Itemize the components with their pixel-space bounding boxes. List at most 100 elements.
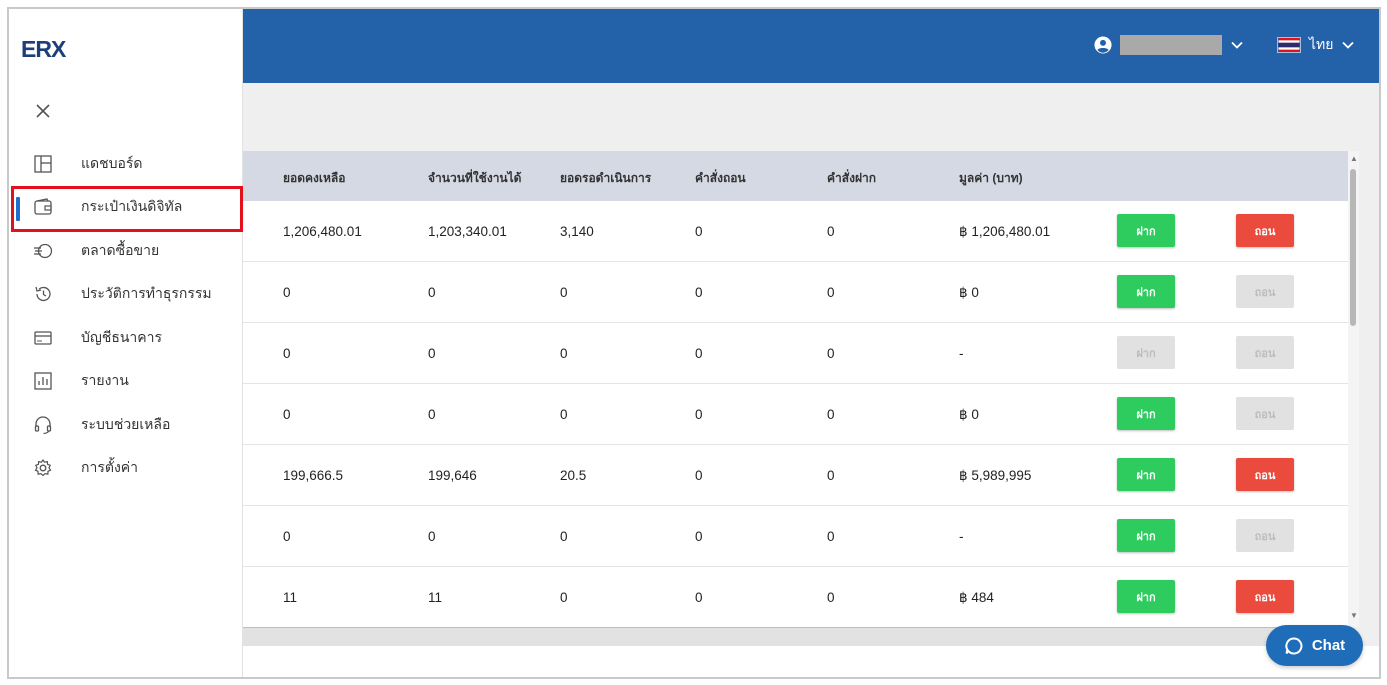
deposit-button[interactable]: ฝาก — [1117, 397, 1175, 430]
withdraw-orders-cell: 0 — [695, 346, 703, 361]
withdraw-button[interactable]: ถอน — [1236, 214, 1294, 247]
deposit-button[interactable]: ฝาก — [1117, 580, 1175, 613]
sidebar-item-label: ระบบช่วยเหลือ — [81, 415, 171, 432]
pending-cell: 0 — [560, 407, 568, 422]
app-frame: ไทย ERX แดชบอร์ด — [7, 7, 1381, 679]
deposit-button[interactable]: ฝาก — [1117, 458, 1175, 491]
column-header-available: จำนวนที่ใช้งานได้ — [428, 171, 522, 185]
sidebar-item-dashboard[interactable]: แดชบอร์ด — [9, 142, 243, 186]
sidebar-item-label: บัญชีธนาคาร — [81, 328, 163, 345]
report-chart-icon — [34, 372, 52, 390]
sidebar-item-report[interactable]: รายงาน — [9, 360, 243, 404]
withdraw-orders-cell: 0 — [695, 468, 703, 483]
pending-cell: 0 — [560, 285, 568, 300]
deposit-button[interactable]: ฝาก — [1117, 214, 1175, 247]
table-row: 0 0 0 0 0 ฿ 0 ฝาก ถอน — [243, 262, 1348, 323]
withdraw-button[interactable]: ถอน — [1236, 397, 1294, 430]
table-header: ยอดคงเหลือ จำนวนที่ใช้งานได้ ยอดรอดำเนิน… — [243, 151, 1348, 201]
available-cell: 0 — [428, 285, 436, 300]
scroll-down-arrow-icon[interactable]: ▼ — [1350, 611, 1358, 620]
available-cell: 199,646 — [428, 468, 477, 483]
column-header-deposit-orders: คำสั่งฝาก — [827, 171, 876, 185]
balance-cell: 0 — [283, 346, 291, 361]
withdraw-button[interactable]: ถอน — [1236, 580, 1294, 613]
deposit-button[interactable]: ฝาก — [1117, 275, 1175, 308]
pending-cell: 0 — [560, 590, 568, 605]
table-row: 199,666.5 199,646 20.5 0 0 ฿ 5,989,995 ฝาก ถอน — [243, 445, 1348, 506]
withdraw-orders-cell: 0 — [695, 407, 703, 422]
erx-logo[interactable]: ERX — [21, 35, 71, 61]
table-scrollbar-thumb[interactable] — [1350, 169, 1356, 326]
table-scrollbar-track[interactable] — [1348, 151, 1359, 627]
history-icon — [35, 287, 51, 302]
available-cell: 0 — [428, 346, 436, 361]
dashboard-icon — [34, 155, 52, 173]
svg-text:ERX: ERX — [21, 36, 67, 61]
table-row: 0 0 0 0 0 - ฝาก ถอน — [243, 506, 1348, 567]
withdraw-button[interactable]: ถอน — [1236, 275, 1294, 308]
deposit-orders-cell: 0 — [827, 529, 835, 544]
value-cell: - — [959, 529, 964, 544]
available-cell: 1,203,340.01 — [428, 224, 507, 239]
value-cell: ฿ 1,206,480.01 — [959, 224, 1051, 239]
balance-cell: 0 — [283, 407, 291, 422]
withdraw-button[interactable]: ถอน — [1236, 336, 1294, 369]
value-cell: ฿ 5,989,995 — [959, 468, 1032, 483]
sidebar-item-label: รายงาน — [81, 372, 129, 389]
language-label: ไทย — [1309, 36, 1334, 52]
chat-button[interactable]: Chat — [1266, 625, 1363, 666]
thai-flag-icon — [1277, 37, 1301, 53]
balance-cell: 0 — [283, 529, 291, 544]
column-header-withdraw-orders: คำสั่งถอน — [695, 171, 746, 185]
value-cell: ฿ 484 — [959, 590, 994, 605]
language-selector[interactable]: ไทย — [1277, 33, 1355, 57]
sidebar-item-settings[interactable]: การตั้งค่า — [9, 447, 243, 491]
column-header-value-baht: มูลค่า (บาท) — [959, 171, 1023, 185]
sidebar-item-transaction-history[interactable]: ประวัติการทำธุรกรรม — [9, 273, 243, 317]
column-header-balance: ยอดคงเหลือ — [283, 171, 346, 185]
user-name-redacted — [1120, 35, 1222, 55]
scroll-up-arrow-icon[interactable]: ▲ — [1350, 154, 1358, 163]
sidebar-item-marketplace[interactable]: ตลาดซื้อขาย — [9, 229, 243, 273]
available-cell: 0 — [428, 529, 436, 544]
available-cell: 11 — [428, 590, 443, 605]
sidebar-item-digital-wallet[interactable]: กระเป๋าเงินดิจิทัล — [9, 186, 243, 230]
balance-cell: 199,666.5 — [283, 468, 344, 483]
table-footer-strip — [243, 627, 1348, 646]
bank-card-icon — [34, 331, 52, 345]
balance-cell: 1,206,480.01 — [283, 224, 362, 239]
withdraw-orders-cell: 0 — [695, 590, 703, 605]
sidebar-item-bank-account[interactable]: บัญชีธนาคาร — [9, 316, 243, 360]
headset-icon — [34, 416, 52, 434]
deposit-orders-cell: 0 — [827, 407, 835, 422]
sidebar-item-label: การตั้งค่า — [81, 459, 139, 476]
sidebar-item-label: ตลาดซื้อขาย — [81, 241, 160, 258]
withdraw-button[interactable]: ถอน — [1236, 519, 1294, 552]
balance-cell: 0 — [283, 285, 291, 300]
sidebar-item-support[interactable]: ระบบช่วยเหลือ — [9, 403, 243, 447]
deposit-button[interactable]: ฝาก — [1117, 336, 1175, 369]
user-account-icon — [1094, 36, 1112, 54]
withdraw-button[interactable]: ถอน — [1236, 458, 1294, 491]
exchange-icon — [34, 243, 53, 258]
table-row: 1,206,480.01 1,203,340.01 3,140 0 0 ฿ 1,206,4… — [243, 201, 1348, 262]
withdraw-orders-cell: 0 — [695, 529, 703, 544]
pending-cell: 3,140 — [560, 224, 594, 239]
close-sidebar-icon[interactable] — [33, 101, 53, 121]
value-cell: - — [959, 346, 964, 361]
gear-icon — [34, 459, 52, 477]
deposit-orders-cell: 0 — [827, 285, 835, 300]
withdraw-orders-cell: 0 — [695, 224, 703, 239]
user-menu[interactable] — [1094, 33, 1244, 57]
deposit-orders-cell: 0 — [827, 468, 835, 483]
chat-bubble-icon — [1285, 636, 1303, 654]
table-row: 0 0 0 0 0 ฿ 0 ฝาก ถอน — [243, 384, 1348, 445]
sidebar-item-label: กระเป๋าเงินดิจิทัล — [81, 198, 183, 215]
deposit-button[interactable]: ฝาก — [1117, 519, 1175, 552]
sidebar-nav: แดชบอร์ด กระเป๋าเงินดิจิทัล ตลาดซื — [9, 142, 243, 490]
available-cell: 0 — [428, 407, 436, 422]
page-bottom-area — [243, 646, 1379, 677]
withdraw-orders-cell: 0 — [695, 285, 703, 300]
sidebar: ERX แดชบอร์ด กระเ — [9, 9, 243, 677]
pending-cell: 20.5 — [560, 468, 587, 483]
